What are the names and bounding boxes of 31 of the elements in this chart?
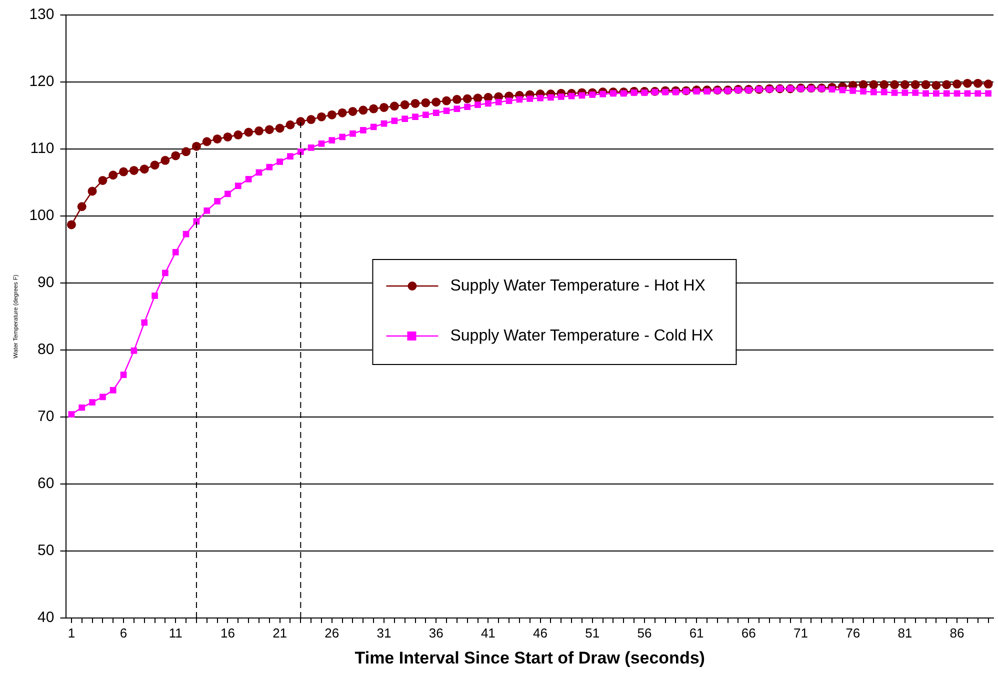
x-tick-label: 16 <box>220 625 235 640</box>
x-tick-label: 26 <box>324 625 340 640</box>
legend-label: Supply Water Temperature - Cold HX <box>450 327 714 344</box>
x-tick-label: 71 <box>794 625 808 640</box>
y-tick-label: 40 <box>38 609 54 626</box>
x-tick-label: 56 <box>637 625 652 640</box>
x-tick-label: 46 <box>533 625 548 640</box>
x-tick-label: 21 <box>272 625 288 640</box>
x-axis-title: Time Interval Since Start of Draw (seconds) <box>354 648 705 668</box>
x-tick-label: 76 <box>846 625 860 640</box>
y-tick-label: 80 <box>38 341 54 358</box>
x-tick-label: 81 <box>898 625 912 640</box>
y-tick-label: 90 <box>38 274 54 292</box>
y-tick-label: 110 <box>30 140 54 158</box>
y-tick-label: 50 <box>38 542 54 560</box>
x-tick-label: 86 <box>950 625 964 640</box>
x-tick-label: 11 <box>168 625 182 640</box>
y-tick-label: 60 <box>38 475 54 492</box>
x-tick-label: 6 <box>120 625 128 640</box>
y-tick-label: 120 <box>29 73 54 90</box>
x-tick-label: 36 <box>428 625 444 640</box>
y-tick-label: 130 <box>29 6 54 24</box>
x-tick-label: 41 <box>480 625 496 640</box>
x-tick-label: 31 <box>376 625 392 640</box>
legend-label: Supply Water Temperature - Hot HX <box>450 277 706 294</box>
x-tick-label: 1 <box>68 625 76 640</box>
x-tick-label: 66 <box>741 625 756 640</box>
x-tick-label: 51 <box>585 625 600 640</box>
x-tick-label: 61 <box>689 625 704 640</box>
y-tick-label: 100 <box>29 207 54 224</box>
y-tick-label: 70 <box>38 408 54 426</box>
